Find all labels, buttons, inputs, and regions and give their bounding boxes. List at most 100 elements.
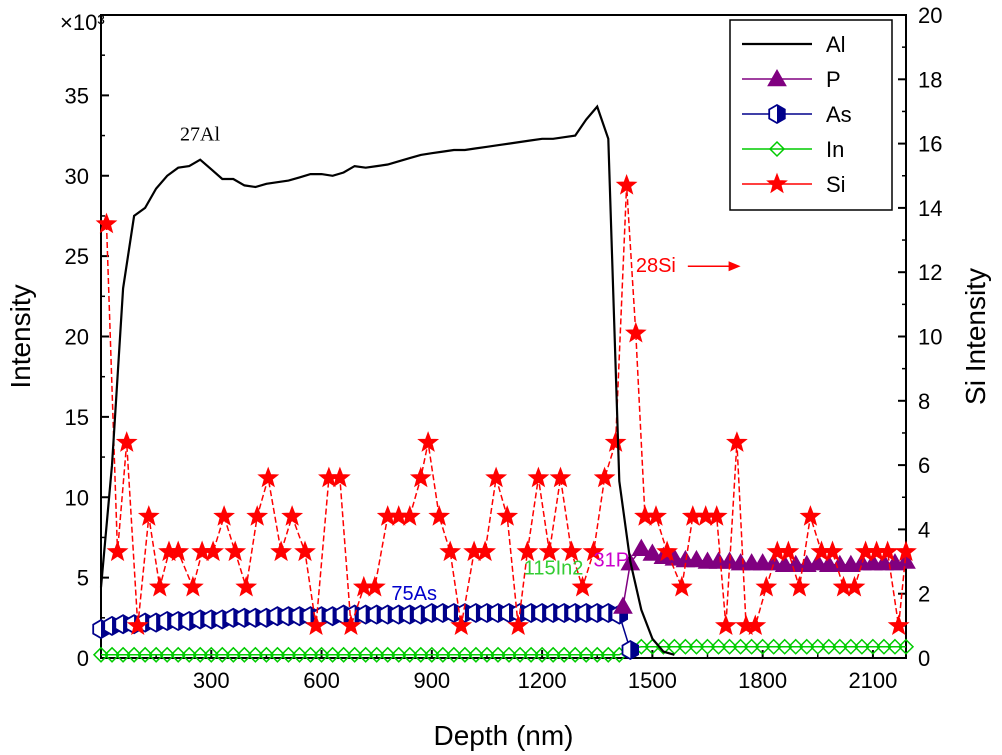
series-si-point-68 [843, 575, 866, 597]
legend-swatch-marker [768, 140, 786, 158]
series-in-point-41 [545, 646, 562, 663]
series-p-point-14 [763, 553, 784, 571]
series-si-point-18 [294, 540, 316, 562]
series-si-point-44 [582, 540, 605, 562]
y2-tick-label: 16 [918, 132, 942, 157]
series-si-point-66 [821, 540, 844, 562]
series-in-point-15 [258, 646, 275, 663]
series-si-point-46 [604, 431, 627, 452]
series-in-point-61 [765, 638, 782, 655]
series-in-point-11 [214, 646, 231, 663]
x-tick-label: 1500 [628, 668, 677, 693]
y2-tick-label: 6 [918, 453, 930, 478]
series-in-point-70 [864, 638, 881, 655]
series-in-point-38 [511, 646, 529, 663]
x-tick-label: 2100 [848, 668, 897, 693]
y-tick-label: 30 [65, 164, 89, 189]
series-al [99, 104, 675, 656]
series-si-point-39 [527, 466, 550, 488]
y2-tick-label: 4 [918, 517, 930, 542]
legend-item-si: Si [742, 172, 846, 197]
series-si-point-31 [439, 540, 462, 562]
series-in-point-14 [247, 646, 264, 663]
series-in-point-73 [897, 638, 915, 655]
legend-label: Al [826, 32, 846, 57]
series-in-point-68 [842, 638, 859, 655]
series-in-point-62 [776, 638, 793, 655]
series-si-point-38 [516, 540, 539, 562]
y2-tick-label: 12 [918, 260, 942, 285]
y2-tick-label: 8 [918, 389, 930, 414]
series-si-point-22 [340, 614, 362, 636]
legend-swatch-marker [767, 68, 787, 87]
series-si-point-8 [182, 575, 204, 597]
series-si-point-55 [705, 505, 728, 526]
series-in-point-0 [92, 646, 110, 663]
series-si-point-13 [235, 575, 258, 597]
series-in-point-51 [655, 638, 672, 655]
legend-label: In [826, 137, 844, 162]
series-in-point-10 [203, 646, 220, 663]
series-si-point-12 [224, 540, 247, 562]
y-tick-label: 20 [65, 325, 89, 350]
series-si-point-5 [148, 575, 171, 597]
series-in-point-22 [335, 646, 352, 663]
series-in-point-27 [390, 646, 407, 663]
series-in-point-64 [798, 638, 815, 655]
series-si-point-72 [887, 614, 910, 636]
series-si-point-40 [538, 540, 561, 562]
series-in-point-63 [787, 638, 804, 655]
series-in-point-29 [412, 646, 429, 663]
x-axis-title: Depth (nm) [433, 720, 573, 751]
series-si-point-21 [329, 466, 351, 488]
legend: Al P As In Si [729, 19, 893, 211]
series-in-point-17 [280, 646, 297, 663]
legend-label: P [826, 67, 841, 92]
series-in-point-39 [523, 646, 540, 663]
series-in-point-21 [324, 646, 341, 663]
x-tick-label: 1200 [518, 668, 567, 693]
series-in-point-43 [567, 646, 584, 663]
y-tick-label: 35 [65, 83, 89, 108]
series-si-point-11 [213, 505, 235, 526]
legend-swatch-marker [766, 172, 788, 194]
series-in-point-12 [225, 646, 242, 663]
series-in-point-30 [423, 646, 440, 663]
series-in-point-6 [159, 646, 176, 663]
series-si-point-36 [496, 505, 519, 526]
y-multiplier-label: ×10³ [60, 10, 105, 35]
series-in-point-13 [236, 646, 253, 663]
series-in-point-59 [743, 638, 760, 655]
series-si-point-57 [726, 431, 748, 452]
y-tick-label: 0 [77, 646, 89, 671]
series-in-point-37 [500, 646, 518, 663]
series-si-point-48 [624, 321, 647, 343]
y2-tick-label: 20 [918, 3, 942, 28]
legend-label: Si [826, 172, 846, 197]
series-in-point-4 [137, 646, 154, 663]
legend-item-al: Al [742, 32, 846, 57]
y2-tick-label: 18 [918, 67, 942, 92]
series-in-point-42 [556, 646, 573, 663]
y-axis-title: Intensity [5, 284, 36, 388]
series-in-point-67 [831, 638, 848, 655]
series-si-point-47 [615, 173, 638, 195]
series-in-point-16 [269, 646, 286, 663]
x-tick-label: 900 [413, 668, 450, 693]
x-tick-label: 300 [193, 668, 230, 693]
series-in-point-24 [357, 646, 374, 663]
series-in-point-40 [534, 646, 551, 663]
series-in-point-60 [754, 638, 771, 655]
series-in-point-45 [589, 646, 606, 663]
series-in-point-46 [600, 646, 617, 663]
series-in-point-36 [489, 646, 507, 663]
series-in-point-57 [721, 638, 738, 655]
series-in-point-5 [148, 646, 165, 663]
series-si-point-41 [549, 466, 572, 488]
legend-item-in: In [742, 137, 844, 162]
series-in-point-3 [126, 646, 143, 663]
series-in-point-65 [809, 638, 826, 655]
series-in-point-53 [677, 638, 694, 655]
series-as [92, 602, 639, 661]
series-si-point-1 [106, 540, 129, 562]
